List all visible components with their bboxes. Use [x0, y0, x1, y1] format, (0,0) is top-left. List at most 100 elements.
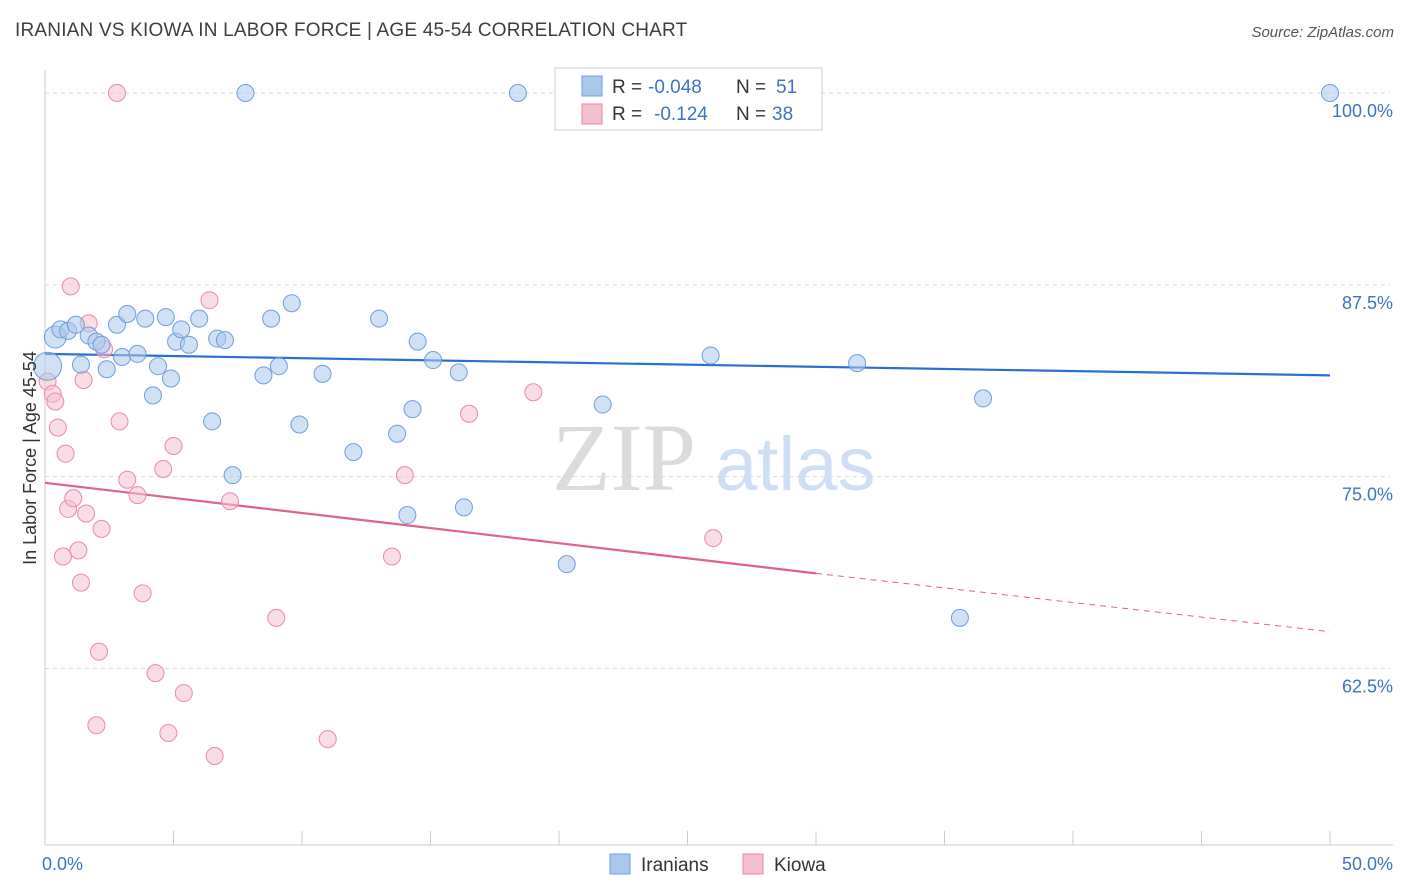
- x-tick-labels: 0.0% 50.0%: [42, 854, 1393, 874]
- trend-line-kiowa-extrapolated: [815, 572, 1331, 633]
- iranian-point-36: [388, 424, 407, 443]
- kiowa-point-35: [460, 404, 479, 423]
- bottom-legend-kiowa: Kiowa: [774, 855, 826, 876]
- iranian-point-30: [269, 357, 288, 376]
- y-tick-label-0: 62.5%: [1342, 677, 1393, 697]
- source-label: Source: ZipAtlas.com: [1251, 24, 1394, 41]
- bottom-legend-swatch-iranians: [609, 853, 631, 875]
- iranian-point-40: [424, 351, 443, 370]
- y-tick-label-3: 100.0%: [1332, 101, 1393, 121]
- legend-r-label-1: R =: [612, 77, 642, 98]
- iranian-point-17: [156, 308, 175, 327]
- legend-r-label-2: R =: [612, 104, 642, 125]
- kiowa-point-20: [118, 470, 137, 489]
- kiowa-point-25: [159, 723, 178, 742]
- kiowa-point-2: [46, 392, 65, 411]
- iranian-point-20: [172, 320, 191, 339]
- iranian-point-16: [149, 357, 168, 376]
- x-tick-label-0: 0.0%: [42, 854, 83, 874]
- iranian-point-42: [454, 498, 473, 517]
- iranian-point-0: [33, 351, 63, 381]
- watermark: ZIP atlas: [552, 404, 876, 511]
- iranian-point-47: [848, 354, 867, 373]
- kiowa-point-33: [382, 547, 401, 566]
- legend-n-value-2: 38: [772, 104, 793, 125]
- legend-n-label-2: N =: [736, 104, 766, 125]
- iranian-point-8: [92, 335, 111, 354]
- iranian-point-41: [449, 363, 468, 382]
- y-tick-label-2: 87.5%: [1342, 293, 1393, 313]
- kiowa-point-36: [524, 383, 543, 402]
- bottom-legend-swatch-kiowa: [742, 853, 764, 875]
- kiowa-point-14: [87, 716, 106, 735]
- kiowa-point-23: [146, 664, 165, 683]
- iranian-point-32: [290, 415, 309, 434]
- iranian-point-43: [508, 84, 527, 103]
- iranian-point-5: [71, 355, 90, 374]
- iranian-point-22: [190, 309, 209, 328]
- iranian-point-15: [143, 386, 162, 405]
- iranian-point-44: [557, 555, 576, 574]
- iranian-point-23: [203, 412, 222, 431]
- stats-legend: R = -0.048 N = 51 R = -0.124 N = 38: [554, 67, 823, 131]
- kiowa-point-15: [89, 642, 108, 661]
- legend-swatch-iranians: [581, 75, 603, 97]
- iranian-point-50: [1321, 84, 1339, 103]
- kiowa-point-11: [74, 371, 93, 389]
- iranian-point-45: [593, 395, 612, 414]
- gridlines: [45, 92, 1390, 670]
- iranian-point-9: [97, 360, 116, 379]
- kiowa-point-12: [77, 504, 96, 523]
- chart-title: IRANIAN VS KIOWA IN LABOR FORCE | AGE 45…: [15, 20, 688, 41]
- iranian-point-38: [403, 400, 422, 419]
- y-tick-label-1: 75.0%: [1342, 485, 1393, 505]
- iranian-point-14: [136, 309, 155, 328]
- kiowa-point-10: [71, 573, 90, 592]
- kiowa-point-21: [128, 486, 147, 505]
- kiowa-point-18: [107, 84, 126, 103]
- legend-r-value-2: -0.124: [654, 104, 708, 125]
- iranian-points: [33, 84, 1339, 627]
- kiowa-point-4: [53, 547, 72, 566]
- iranian-point-18: [161, 369, 180, 388]
- iranian-point-48: [974, 389, 993, 408]
- iranian-point-39: [408, 332, 427, 351]
- x-tick-label-1: 50.0%: [1342, 854, 1393, 874]
- kiowa-point-28: [200, 291, 219, 310]
- kiowa-point-37: [704, 529, 723, 548]
- series-legend: Iranians Kiowa: [609, 853, 826, 876]
- trend-line-kiowa: [44, 481, 817, 575]
- kiowa-point-32: [318, 730, 337, 749]
- iranian-point-46: [701, 346, 720, 365]
- iranian-point-25: [215, 331, 234, 350]
- kiowa-point-34: [395, 466, 414, 485]
- trend-line-iranians: [44, 352, 1331, 377]
- iranian-point-13: [128, 344, 147, 363]
- kiowa-point-27: [174, 684, 193, 703]
- iranian-point-35: [370, 309, 389, 328]
- iranian-point-34: [344, 443, 363, 462]
- kiowa-point-5: [56, 444, 75, 463]
- iranian-point-11: [113, 347, 132, 366]
- iranian-point-49: [950, 608, 969, 627]
- legend-n-label-1: N =: [736, 77, 766, 98]
- axes: [44, 70, 1393, 846]
- kiowa-point-22: [133, 584, 152, 603]
- kiowa-point-30: [221, 492, 240, 511]
- kiowa-point-29: [205, 746, 224, 765]
- iranian-point-29: [262, 309, 281, 328]
- iranian-point-33: [313, 364, 332, 383]
- y-axis-label: In Labor Force | Age 45-54: [20, 351, 40, 565]
- kiowa-point-8: [64, 489, 83, 508]
- kiowa-point-31: [267, 608, 286, 627]
- iranian-point-27: [236, 84, 255, 103]
- kiowa-point-9: [69, 541, 88, 560]
- iranian-point-21: [179, 335, 198, 354]
- iranian-point-26: [223, 466, 242, 485]
- iranian-point-31: [282, 294, 301, 313]
- watermark-atlas: atlas: [715, 422, 876, 507]
- iranian-point-28: [254, 366, 273, 385]
- kiowa-point-26: [164, 436, 183, 455]
- kiowa-point-7: [61, 277, 80, 296]
